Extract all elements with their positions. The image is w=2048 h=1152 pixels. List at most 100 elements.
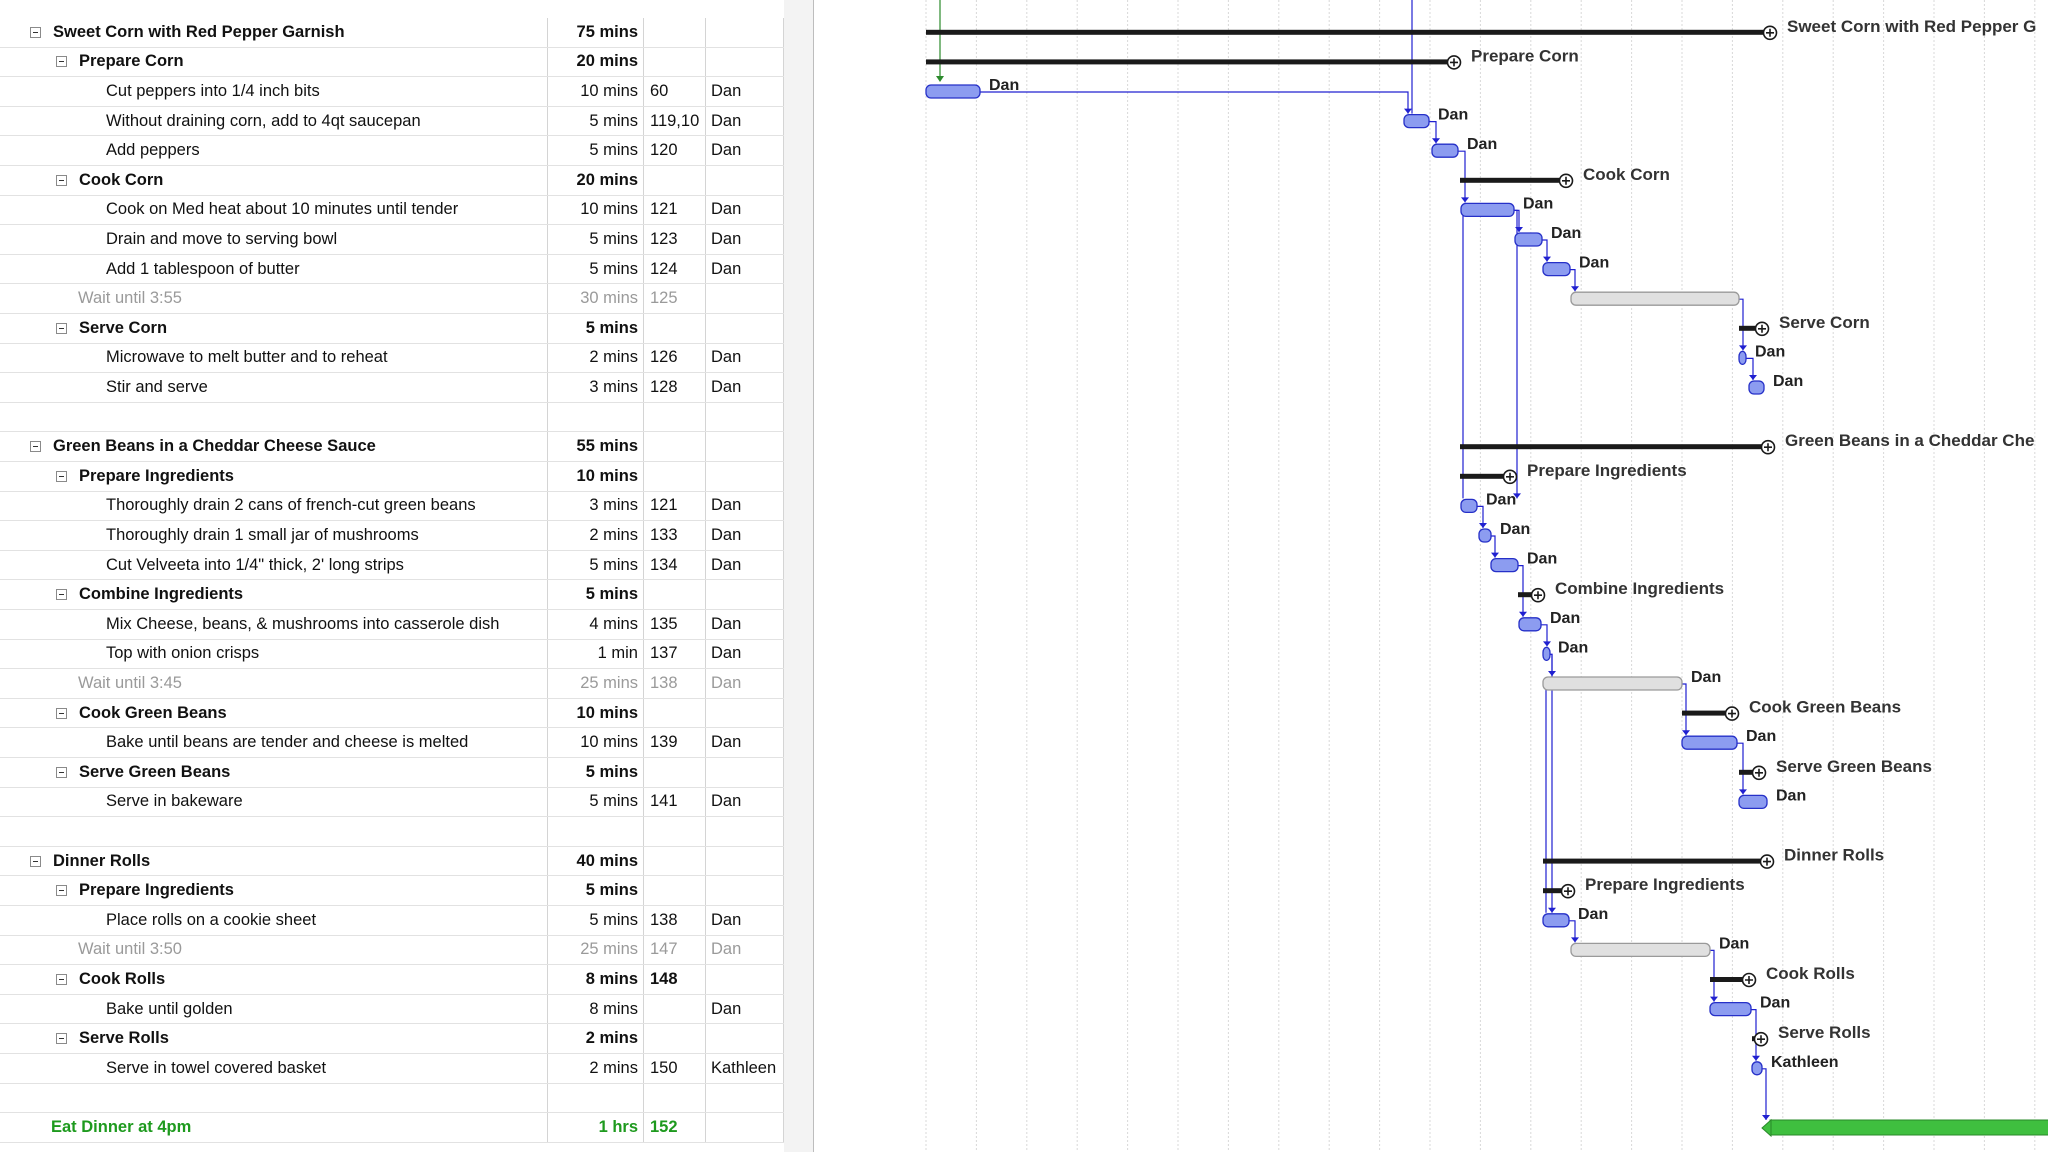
resource-cell[interactable]: Kathleen — [706, 1054, 784, 1083]
task-row[interactable]: Bake until beans are tender and cheese i… — [0, 728, 784, 758]
resource-cell[interactable] — [706, 462, 784, 491]
collapse-toggle-icon[interactable] — [56, 174, 67, 186]
summary-bar[interactable] — [926, 59, 1454, 65]
task-name-cell[interactable]: Dinner Rolls — [0, 846, 548, 876]
task-row[interactable]: Without draining corn, add to 4qt saucep… — [0, 106, 784, 137]
predecessors-cell[interactable] — [644, 314, 706, 343]
predecessors-cell[interactable] — [644, 580, 706, 609]
task-name-cell[interactable]: Cut Velveeta into 1/4" thick, 2' long st… — [0, 550, 548, 580]
task-row[interactable]: Wait until 3:45 25 mins 138 Dan — [0, 669, 784, 699]
resource-cell[interactable] — [706, 402, 784, 432]
resource-cell[interactable]: Dan — [706, 136, 784, 165]
task-row[interactable]: Green Beans in a Cheddar Cheese Sauce 55 … — [0, 432, 784, 462]
task-name-cell[interactable]: Wait until 3:45 — [0, 669, 548, 698]
predecessors-cell[interactable]: 134 — [644, 550, 706, 580]
resource-cell[interactable]: Dan — [706, 195, 784, 225]
task-row[interactable]: Place rolls on a cookie sheet 5 mins 138 Da… — [0, 906, 784, 936]
predecessors-cell[interactable]: 147 — [644, 935, 706, 965]
task-bar[interactable] — [925, 84, 981, 99]
resource-cell[interactable] — [706, 1083, 784, 1113]
task-row[interactable]: Top with onion crisps 1 min 137 Dan — [0, 639, 784, 670]
task-bar[interactable] — [1403, 113, 1430, 129]
task-name-cell[interactable]: Green Beans in a Cheddar Cheese Sauce — [0, 432, 548, 461]
predecessors-cell[interactable] — [644, 432, 706, 461]
duration-cell[interactable]: 10 mins — [548, 77, 644, 106]
task-row[interactable]: Thoroughly drain 2 cans of french-cut gr… — [0, 491, 784, 522]
task-name-cell[interactable]: Wait until 3:55 — [0, 284, 548, 313]
duration-cell[interactable]: 40 mins — [548, 846, 644, 876]
resource-cell[interactable] — [706, 846, 784, 876]
task-name-cell[interactable]: Cook Rolls — [0, 965, 548, 994]
resource-cell[interactable]: Dan — [706, 669, 784, 698]
task-bar[interactable] — [1431, 143, 1459, 158]
duration-cell[interactable]: 5 mins — [548, 580, 644, 609]
task-bar[interactable] — [1542, 646, 1551, 662]
task-row[interactable]: Mix Cheese, beans, & mushrooms into cass… — [0, 610, 784, 640]
resource-cell[interactable] — [706, 698, 784, 728]
task-name-cell[interactable]: Place rolls on a cookie sheet — [0, 906, 548, 935]
summary-bar[interactable] — [1460, 444, 1768, 450]
predecessors-cell[interactable] — [644, 47, 706, 77]
resource-cell[interactable] — [706, 432, 784, 461]
duration-cell[interactable]: 5 mins — [548, 550, 644, 580]
predecessors-cell[interactable]: 128 — [644, 373, 706, 402]
predecessors-cell[interactable]: 138 — [644, 669, 706, 698]
predecessors-cell[interactable]: 60 — [644, 77, 706, 106]
wait-bar[interactable] — [1542, 676, 1683, 691]
task-name-cell[interactable]: Prepare Ingredients — [0, 876, 548, 905]
task-name-cell[interactable]: Add 1 tablespoon of butter — [0, 254, 548, 284]
task-bar[interactable] — [1738, 350, 1747, 366]
predecessors-cell[interactable] — [644, 994, 706, 1024]
resource-cell[interactable]: Dan — [706, 787, 784, 817]
duration-cell[interactable]: 10 mins — [548, 195, 644, 225]
task-bar[interactable] — [1478, 528, 1492, 543]
predecessors-cell[interactable] — [644, 1024, 706, 1053]
duration-cell[interactable]: 25 mins — [548, 669, 644, 698]
duration-cell[interactable]: 2 mins — [548, 521, 644, 550]
duration-cell[interactable]: 10 mins — [548, 462, 644, 491]
summary-bar[interactable] — [1460, 473, 1510, 479]
predecessors-cell[interactable] — [644, 758, 706, 787]
resource-cell[interactable]: Dan — [706, 994, 784, 1024]
duration-cell[interactable] — [548, 402, 644, 432]
task-name-cell[interactable]: Cook Green Beans — [0, 698, 548, 728]
duration-cell[interactable]: 10 mins — [548, 728, 644, 757]
predecessors-cell[interactable]: 133 — [644, 521, 706, 550]
summary-bar[interactable] — [1739, 325, 1762, 331]
resource-cell[interactable]: Dan — [706, 373, 784, 402]
resource-cell[interactable]: Dan — [706, 906, 784, 935]
duration-cell[interactable]: 5 mins — [548, 225, 644, 254]
task-name-cell[interactable]: Drain and move to serving bowl — [0, 225, 548, 254]
duration-cell[interactable]: 75 mins — [548, 18, 644, 47]
duration-cell[interactable]: 2 mins — [548, 1024, 644, 1053]
task-name-cell[interactable]: Prepare Ingredients — [0, 462, 548, 491]
duration-cell[interactable]: 20 mins — [548, 47, 644, 77]
duration-cell[interactable]: 5 mins — [548, 787, 644, 817]
predecessors-cell[interactable]: 137 — [644, 639, 706, 669]
resource-cell[interactable]: Dan — [706, 550, 784, 580]
task-row[interactable]: Serve Corn 5 mins — [0, 314, 784, 344]
task-bar[interactable] — [1514, 232, 1543, 247]
duration-cell[interactable]: 3 mins — [548, 491, 644, 521]
task-row[interactable]: Drain and move to serving bowl 5 mins 123 D… — [0, 225, 784, 255]
task-name-cell[interactable]: Combine Ingredients — [0, 580, 548, 609]
resource-cell[interactable] — [706, 1024, 784, 1053]
task-row[interactable]: Cut peppers into 1/4 inch bits 10 mins 60 D… — [0, 77, 784, 107]
resource-cell[interactable] — [706, 758, 784, 787]
summary-bar[interactable] — [1543, 858, 1767, 864]
task-row[interactable]: Serve Rolls 2 mins — [0, 1024, 784, 1054]
task-bar[interactable] — [1681, 735, 1738, 750]
predecessors-cell[interactable]: 121 — [644, 491, 706, 521]
task-bar[interactable] — [1748, 380, 1765, 395]
resource-cell[interactable] — [706, 18, 784, 47]
resource-cell[interactable] — [706, 876, 784, 905]
task-row[interactable]: Microwave to melt butter and to reheat 2 … — [0, 343, 784, 374]
duration-cell[interactable]: 20 mins — [548, 166, 644, 195]
duration-cell[interactable]: 3 mins — [548, 373, 644, 402]
resource-cell[interactable] — [706, 817, 784, 846]
task-row[interactable]: Prepare Ingredients 10 mins — [0, 462, 784, 492]
predecessors-cell[interactable] — [644, 876, 706, 905]
duration-cell[interactable]: 5 mins — [548, 758, 644, 787]
duration-cell[interactable]: 8 mins — [548, 994, 644, 1024]
predecessors-cell[interactable]: 125 — [644, 284, 706, 313]
